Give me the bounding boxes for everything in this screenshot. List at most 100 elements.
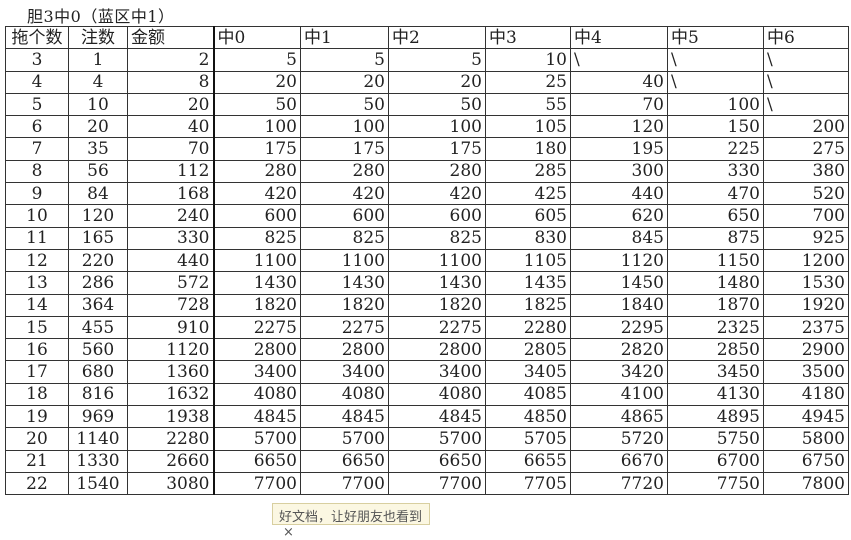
table-cell: 40 (127, 115, 214, 139)
table-cell: 9 (5, 182, 69, 206)
table-cell: 20 (127, 92, 214, 117)
table-cell: 100 (388, 115, 486, 139)
table-cell: 1938 (127, 405, 214, 429)
table-cell: 830 (485, 226, 571, 250)
table-cell: 1480 (667, 271, 764, 295)
table-cell: 2375 (763, 315, 849, 340)
table-cell: 6670 (570, 449, 668, 473)
table-cell: 2900 (763, 338, 849, 362)
table-cell: 2280 (127, 427, 214, 451)
table-cell: 20 (212, 70, 301, 94)
table-cell: 5700 (388, 427, 486, 451)
table-cell: 7750 (667, 471, 764, 496)
table-cell: 20 (5, 427, 69, 451)
table-cell: 845 (570, 226, 668, 250)
table-cell: 19 (5, 405, 69, 429)
table-cell: 1330 (68, 449, 128, 473)
table-cell: 165 (68, 226, 128, 250)
table-cell: 1540 (68, 471, 128, 496)
table-cell: 7800 (763, 471, 849, 496)
table-cell: 1360 (127, 360, 214, 384)
table-cell: 6650 (300, 449, 389, 473)
table-cell: 4085 (485, 382, 571, 407)
table-cell: 3080 (127, 471, 214, 496)
table-row: 17 680 1360 3400 3400 3400 3405 3420 3450 3500 (5, 360, 849, 384)
table-cell: 105 (485, 115, 571, 139)
table-cell: 6650 (388, 449, 486, 473)
table-cell: 100 (300, 115, 389, 139)
table-cell: 600 (388, 204, 486, 228)
table-cell: 1530 (763, 271, 849, 295)
table-row: 9 84 168 420 420 420 425 440 470 520 (5, 182, 849, 206)
table-cell: 6700 (667, 449, 764, 473)
table-cell: 1150 (667, 248, 764, 273)
table-cell: 7700 (300, 471, 389, 496)
table-cell: 22 (5, 471, 69, 496)
table-row: 20 1140 2280 5700 5700 5700 5705 5720 5750 5800 (5, 427, 849, 451)
prize-table: 拖个数 注数 金额 中0 中1 中2 中3 中4 中5 中6 3 1 2 5 5 5 10 \ \ \ 4 4 8 20 20… (5, 25, 849, 496)
table-cell: 875 (667, 226, 764, 250)
table-cell: 14 (5, 293, 69, 317)
column-header: 金额 (127, 25, 214, 50)
table-cell: 4945 (763, 405, 849, 429)
table-cell: 2280 (485, 315, 571, 340)
table-cell: 2660 (127, 449, 214, 473)
table-cell: 240 (127, 204, 214, 228)
column-header: 注数 (68, 25, 128, 50)
table-cell: 3400 (212, 360, 301, 384)
table-cell: 175 (212, 137, 301, 161)
table-cell: 380 (763, 159, 849, 184)
table-row: 10 120 240 600 600 600 605 620 650 700 (5, 204, 849, 228)
table-cell: 1820 (388, 293, 486, 317)
table-cell: \ (763, 48, 849, 72)
table-cell: 4080 (212, 382, 301, 407)
table-cell: 11 (5, 226, 69, 250)
table-cell: 7705 (485, 471, 571, 496)
table-cell: 440 (570, 182, 668, 206)
table-cell: 16 (5, 338, 69, 362)
table-row: 21 1330 2660 6650 6650 6650 6655 6670 6700 6750 (5, 449, 849, 473)
table-cell: 4865 (570, 405, 668, 429)
table-cell: 5 (300, 48, 389, 72)
table-cell: 1435 (485, 271, 571, 295)
table-cell: 10 (68, 92, 128, 117)
table-row: 7 35 70 175 175 175 180 195 225 275 (5, 137, 849, 161)
table-cell: 605 (485, 204, 571, 228)
table-cell: 825 (388, 226, 486, 250)
table-cell: 4850 (485, 405, 571, 429)
table-cell: 4 (68, 70, 128, 94)
table-cell: 1820 (300, 293, 389, 317)
table-row: 11 165 330 825 825 825 830 845 875 925 (5, 226, 849, 250)
column-header: 中4 (570, 25, 668, 50)
table-row: 13 286 572 1430 1430 1430 1435 1450 1480 1530 (5, 271, 849, 295)
table-cell: 700 (763, 204, 849, 228)
table-cell: 50 (212, 92, 301, 117)
table-cell: 25 (485, 70, 571, 94)
table-cell: 1 (68, 48, 128, 72)
table-cell: 600 (212, 204, 301, 228)
table-cell: \ (667, 48, 764, 72)
table-cell: 6655 (485, 449, 571, 473)
table-cell: 1920 (763, 293, 849, 317)
close-icon[interactable]: × (283, 525, 294, 540)
table-cell: 420 (388, 182, 486, 206)
table-cell: 420 (300, 182, 389, 206)
table-cell: 112 (127, 159, 214, 184)
table-cell: 2275 (300, 315, 389, 340)
table-cell: 1430 (388, 271, 486, 295)
header-row: 拖个数 注数 金额 中0 中1 中2 中3 中4 中5 中6 (5, 25, 849, 50)
table-row: 6 20 40 100 100 100 105 120 150 200 (5, 115, 849, 139)
table-row: 18 816 1632 4080 4080 4080 4085 4100 4130 4180 (5, 382, 849, 407)
table-cell: 2800 (212, 338, 301, 362)
table-cell: 2805 (485, 338, 571, 362)
table-cell: 5700 (300, 427, 389, 451)
table-cell: 1100 (212, 248, 301, 273)
table-row: 19 969 1938 4845 4845 4845 4850 4865 4895 4945 (5, 405, 849, 429)
table-cell: 120 (570, 115, 668, 139)
table-cell: 50 (300, 92, 389, 117)
table-cell: 5720 (570, 427, 668, 451)
share-popup[interactable]: 好文档，让好朋友也看到× (272, 503, 430, 540)
column-header: 中2 (388, 25, 486, 50)
table-cell: 4080 (300, 382, 389, 407)
table-cell: 7720 (570, 471, 668, 496)
